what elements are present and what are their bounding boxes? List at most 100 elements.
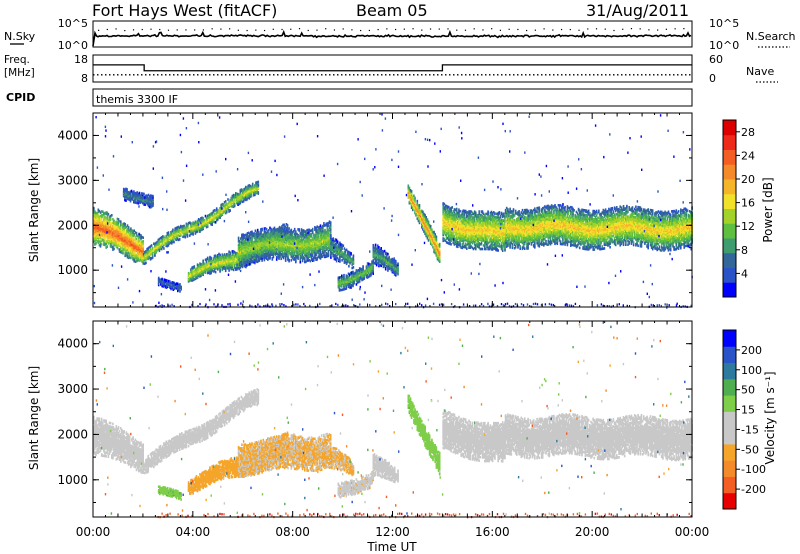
heatmap-cell	[104, 233, 106, 236]
heatmap-cell	[136, 257, 139, 260]
heatmap-cell	[189, 234, 191, 237]
heatmap-cell	[149, 245, 152, 248]
heatmap-cell	[178, 228, 181, 232]
heatmap-cell	[117, 227, 120, 231]
heatmap-cell	[186, 223, 189, 226]
heatmap-cell	[120, 226, 122, 229]
frequency-label-2: [MHz]	[4, 67, 35, 79]
heatmap-cell	[134, 238, 137, 241]
heatmap-cell	[98, 215, 101, 219]
heatmap-cell	[93, 217, 95, 220]
heatmap-cell	[151, 253, 154, 257]
noise-search-dot	[447, 28, 449, 30]
heatmap-cell	[128, 249, 131, 252]
heatmap-cell	[131, 250, 133, 253]
heatmap-cell	[199, 229, 201, 232]
heatmap-cell	[194, 220, 197, 224]
heatmap-cell	[95, 222, 97, 225]
heatmap-cell	[181, 225, 183, 229]
heatmap-cell	[189, 221, 191, 224]
heatmap-cell	[287, 256, 289, 259]
heatmap-cell	[140, 258, 142, 262]
heatmap-cell	[187, 221, 190, 225]
heatmap-cell	[230, 196, 233, 200]
heatmap-cell	[127, 242, 130, 246]
heatmap-cell	[118, 219, 121, 223]
heatmap-cell	[109, 234, 112, 238]
heatmap-cell	[258, 256, 260, 260]
heatmap-cell	[155, 248, 157, 252]
heatmap-cell	[111, 239, 113, 243]
cpid-panel: CPID themis 3300 IF	[6, 88, 693, 107]
heatmap-cell	[217, 208, 219, 212]
heatmap-cell	[299, 258, 302, 262]
heatmap-cell	[157, 248, 160, 251]
heatmap-cell	[117, 243, 120, 247]
heatmap-cell	[121, 228, 123, 231]
heatmap-cell	[214, 212, 217, 216]
heatmap-cell	[311, 227, 314, 231]
heatmap-cell	[112, 246, 114, 249]
heatmap-cell	[130, 229, 132, 233]
heatmap-cell	[120, 241, 122, 245]
heatmap-cell	[237, 201, 239, 204]
heatmap-cell	[169, 233, 172, 236]
heatmap-cell	[141, 240, 143, 244]
heatmap-cell	[105, 242, 107, 246]
heatmap-cell	[108, 226, 111, 229]
heatmap-cell	[122, 231, 124, 234]
heatmap-cell	[134, 231, 137, 234]
noise-search-dot	[150, 28, 152, 30]
heatmap-cell	[257, 180, 260, 184]
heatmap-cell	[229, 209, 231, 212]
heatmap-cell	[232, 199, 235, 203]
heatmap-cell	[345, 286, 348, 289]
noise-search-dot	[255, 29, 257, 31]
heatmap-cell	[150, 248, 153, 252]
heatmap-cell	[299, 260, 302, 264]
heatmap-cell	[116, 217, 119, 221]
heatmap-cell	[126, 248, 129, 252]
heatmap-cell	[229, 198, 231, 202]
power-heatmap-cells	[93, 180, 693, 293]
heatmap-cell	[168, 234, 171, 237]
noise-search-dot	[394, 28, 397, 31]
heatmap-cell	[130, 247, 132, 250]
heatmap-cell	[114, 232, 116, 236]
heatmap-cell	[145, 261, 147, 265]
noise-search-dot	[464, 29, 467, 31]
heatmap-cell	[228, 269, 230, 272]
heatmap-cell	[130, 232, 132, 235]
heatmap-cell	[108, 220, 111, 223]
heatmap-cell	[126, 252, 129, 255]
heatmap-cell	[114, 230, 116, 234]
heatmap-cell	[206, 214, 209, 218]
heatmap-cell	[183, 224, 185, 228]
heatmap-cell	[211, 216, 213, 219]
heatmap-cell	[332, 237, 334, 240]
noise-search-dot	[316, 29, 318, 31]
frequency-panel: Freq. [MHz] 18 8 60 0 Nave	[4, 53, 778, 85]
heatmap-cell	[200, 227, 202, 231]
noise-right-tick-bottom: 10^0	[709, 39, 739, 52]
heatmap-cell	[197, 218, 200, 221]
nave-tick-bottom: 0	[709, 72, 716, 85]
heatmap-cell	[100, 233, 103, 237]
noise-search-dot	[674, 28, 676, 30]
heatmap-cell	[108, 222, 111, 226]
noise-search-dot	[185, 29, 187, 31]
heatmap-cell	[173, 230, 175, 233]
heatmap-cell	[114, 224, 116, 228]
heatmap-cell	[204, 214, 207, 218]
heatmap-cell	[132, 233, 134, 236]
heatmap-cell	[104, 222, 106, 226]
heatmap-cell	[209, 221, 211, 224]
heatmap-cell	[96, 222, 98, 225]
heatmap-cell	[219, 209, 221, 212]
heatmap-cell	[288, 227, 290, 230]
heatmap-cell	[93, 237, 95, 240]
heatmap-cell	[220, 203, 222, 207]
heatmap-cell	[132, 244, 134, 247]
heatmap-cell	[104, 212, 106, 215]
